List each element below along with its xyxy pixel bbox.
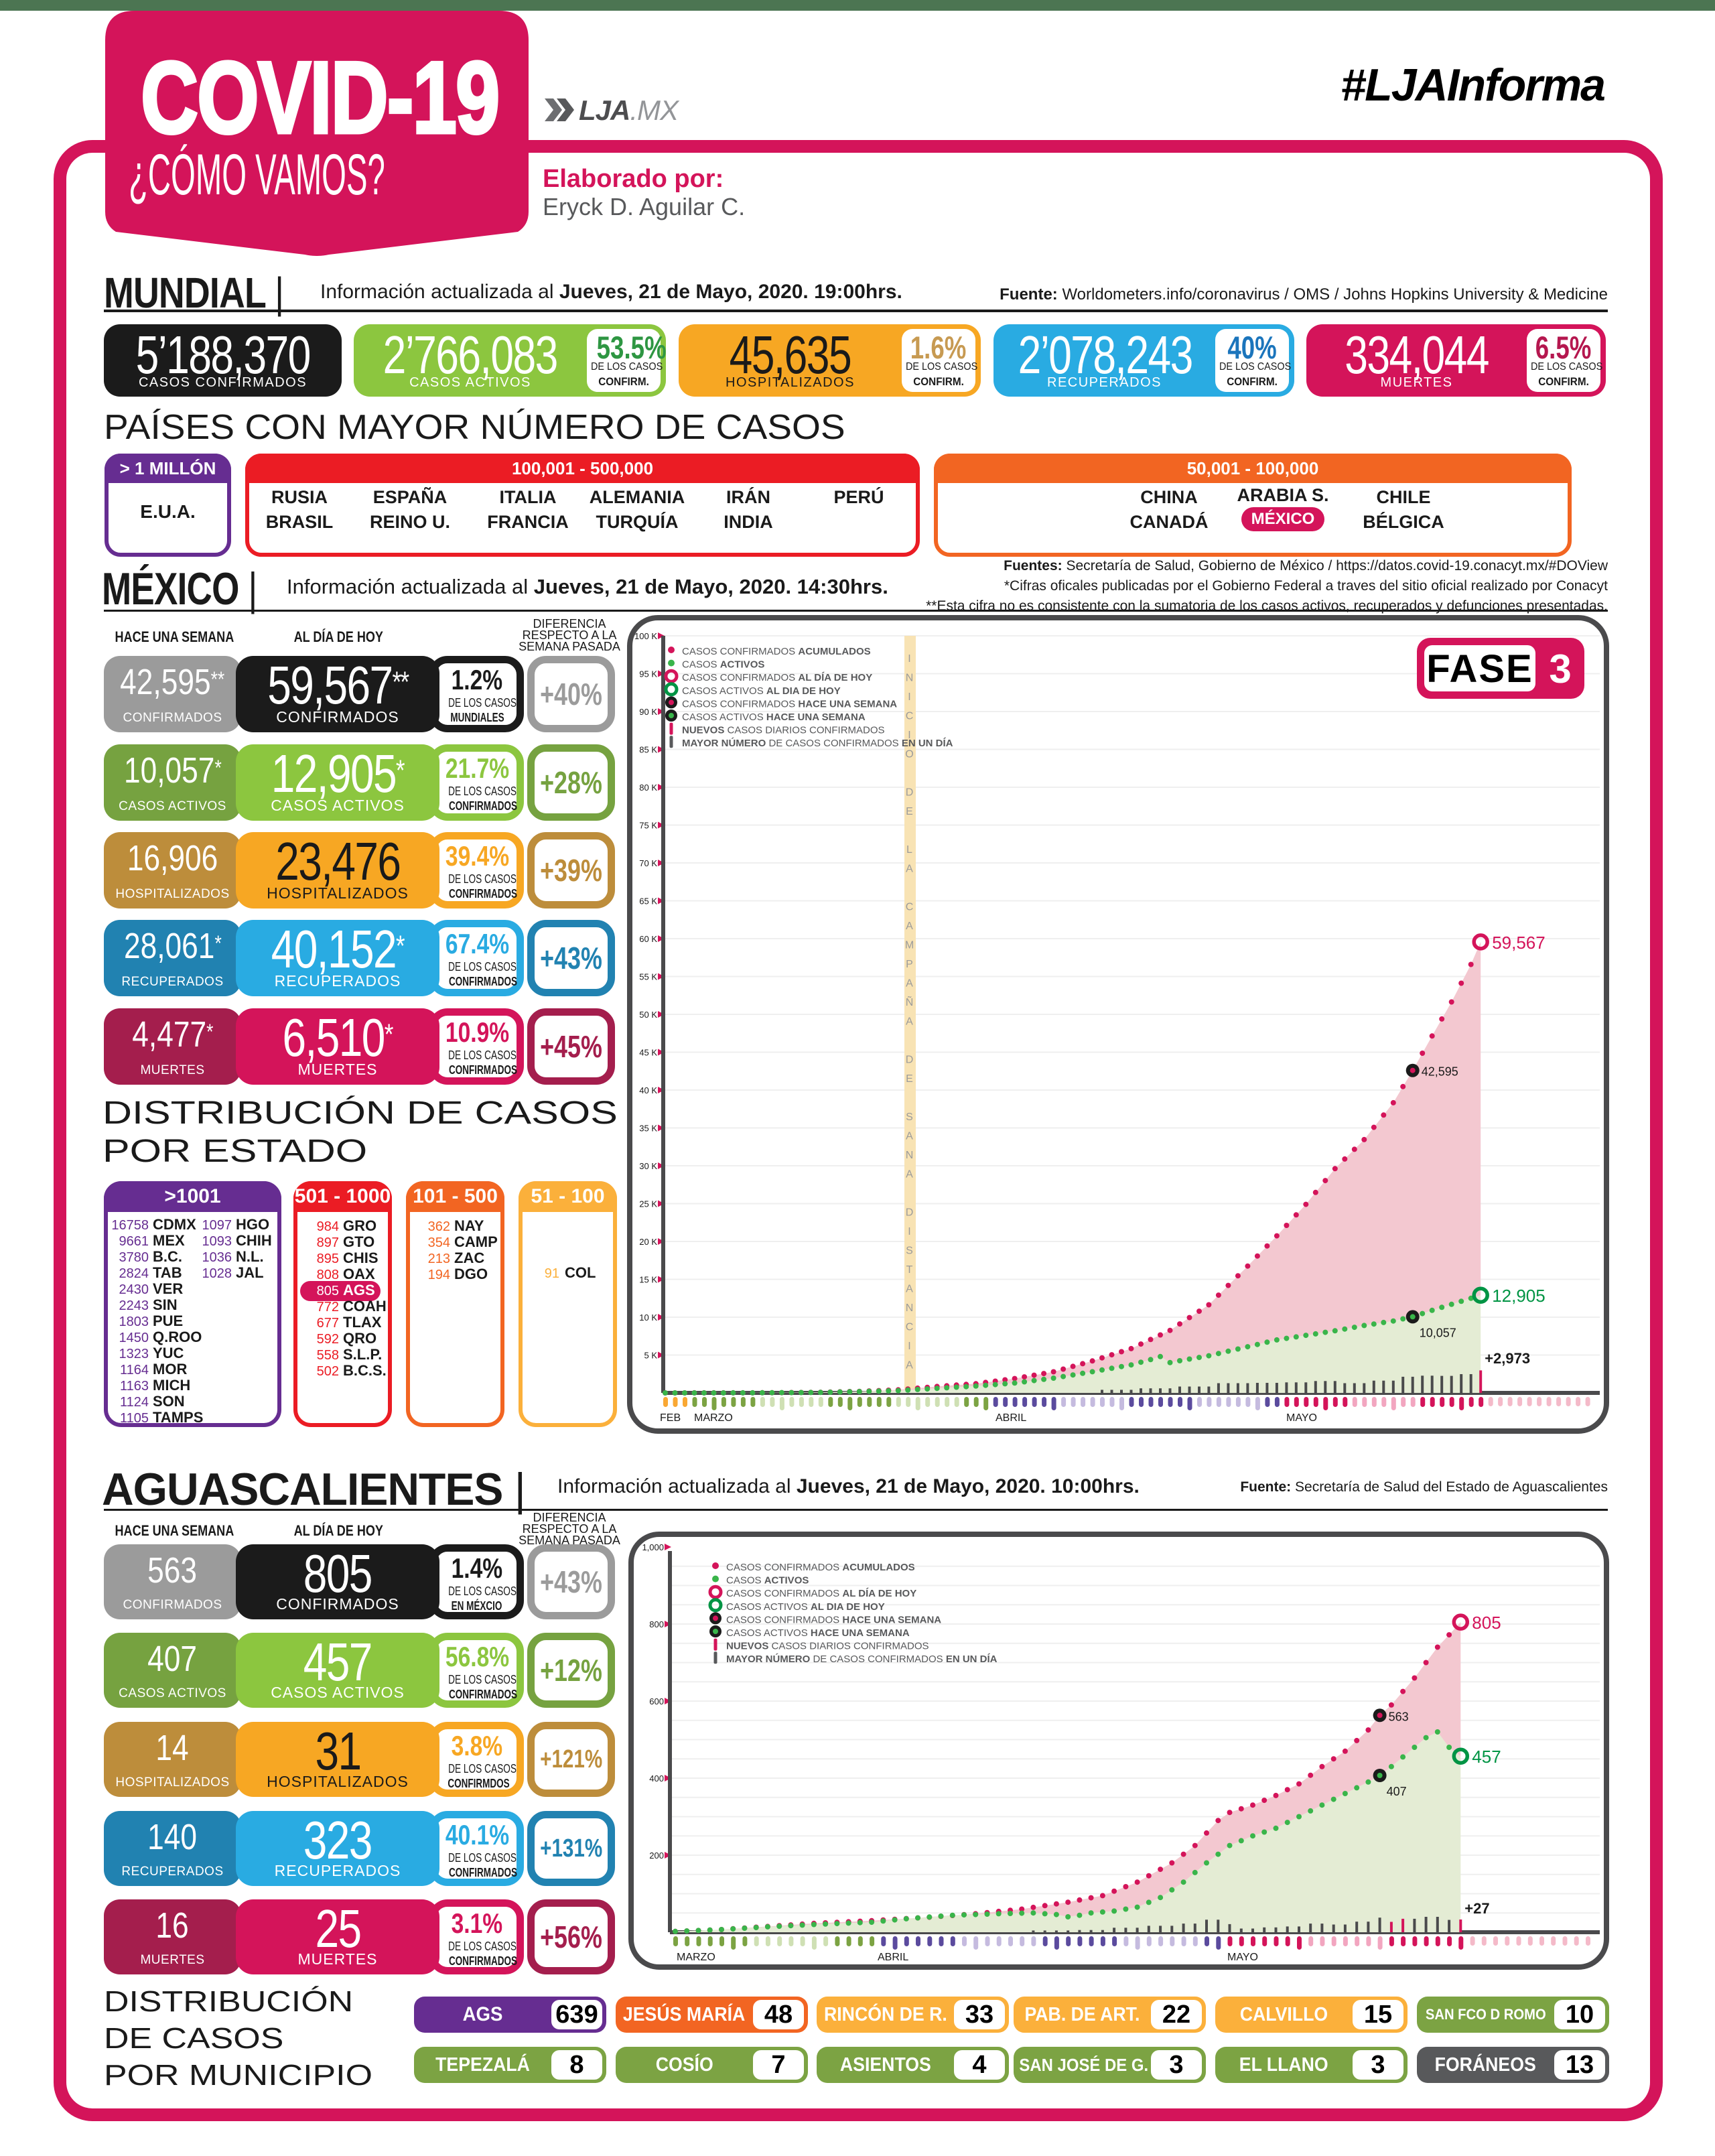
svg-text:55 K: 55 K [639, 972, 657, 982]
svg-text:25 K: 25 K [639, 1199, 657, 1209]
svg-text:40 K: 40 K [639, 1085, 657, 1095]
svg-text:CASOS CONFIRMADOS AL DÍA DE HO: CASOS CONFIRMADOS AL DÍA DE HOY [726, 1588, 916, 1599]
svg-text:563: 563 [1389, 1710, 1409, 1723]
svg-text:CASOS CONFIRMADOS HACE UNA SEM: CASOS CONFIRMADOS HACE UNA SEMANA [726, 1614, 941, 1625]
svg-text:+27: +27 [1464, 1900, 1489, 1917]
svg-text:CASOS CONFIRMADOS ACUMULADOS: CASOS CONFIRMADOS ACUMULADOS [726, 1562, 915, 1573]
svg-text:60 K: 60 K [639, 934, 657, 944]
svg-text:CASOS CONFIRMADOS HACE UNA SEM: CASOS CONFIRMADOS HACE UNA SEMANA [682, 698, 897, 710]
svg-text:800: 800 [649, 1619, 664, 1629]
svg-text:407: 407 [1387, 1785, 1407, 1798]
svg-text:15 K: 15 K [639, 1275, 657, 1285]
svg-text:MARZO: MARZO [694, 1412, 733, 1424]
svg-text:59,567: 59,567 [1492, 933, 1546, 953]
svg-text:CASOS CONFIRMADOS ACUMULADOS: CASOS CONFIRMADOS ACUMULADOS [682, 646, 871, 657]
svg-text:45 K: 45 K [639, 1048, 657, 1058]
svg-text:35 K: 35 K [639, 1124, 657, 1134]
svg-text:30 K: 30 K [639, 1161, 657, 1171]
svg-text:NUEVOS CASOS DIARIOS CONFIRMAD: NUEVOS CASOS DIARIOS CONFIRMADOS [726, 1641, 929, 1652]
svg-text:1,000: 1,000 [642, 1542, 664, 1552]
svg-text:50 K: 50 K [639, 1010, 657, 1020]
svg-text:90 K: 90 K [639, 707, 657, 717]
svg-text:CASOS ACTIVOS HACE UNA SEMANA: CASOS ACTIVOS HACE UNA SEMANA [682, 712, 866, 723]
svg-text:MAYOR NÚMERO DE CASOS CONFIRMA: MAYOR NÚMERO DE CASOS CONFIRMADOS EN UN … [682, 737, 953, 749]
svg-text:75 K: 75 K [639, 821, 657, 831]
svg-text:805: 805 [1472, 1613, 1501, 1633]
svg-text:MAYO: MAYO [1286, 1412, 1317, 1424]
svg-text:MAYOR NÚMERO DE CASOS CONFIRMA: MAYOR NÚMERO DE CASOS CONFIRMADOS EN UN … [726, 1653, 998, 1665]
svg-text:100 K: 100 K [634, 631, 657, 641]
svg-text:CASOS ACTIVOS HACE UNA SEMANA: CASOS ACTIVOS HACE UNA SEMANA [726, 1627, 910, 1639]
svg-text:95 K: 95 K [639, 669, 657, 679]
svg-text:80 K: 80 K [639, 783, 657, 793]
svg-text:MAYO: MAYO [1227, 1952, 1258, 1963]
svg-text:CASOS ACTIVOS: CASOS ACTIVOS [682, 659, 764, 671]
svg-text:65 K: 65 K [639, 896, 657, 906]
svg-text:20 K: 20 K [639, 1237, 657, 1247]
svg-text:10 K: 10 K [639, 1312, 657, 1323]
svg-text:600: 600 [649, 1696, 664, 1706]
svg-text:CASOS CONFIRMADOS AL DÍA DE HO: CASOS CONFIRMADOS AL DÍA DE HOY [682, 672, 872, 683]
svg-text:ABRIL: ABRIL [878, 1952, 908, 1963]
svg-text:MARZO: MARZO [677, 1952, 715, 1963]
svg-text:CASOS ACTIVOS AL DIA DE HOY: CASOS ACTIVOS AL DIA DE HOY [682, 685, 841, 697]
svg-text:CASOS ACTIVOS: CASOS ACTIVOS [726, 1575, 809, 1587]
svg-text:457: 457 [1472, 1747, 1501, 1767]
svg-text:3: 3 [1549, 647, 1571, 691]
svg-text:70 K: 70 K [639, 858, 657, 868]
svg-text:5 K: 5 K [644, 1351, 657, 1361]
svg-text:FASE: FASE [1426, 647, 1533, 691]
svg-text:10,057: 10,057 [1420, 1326, 1456, 1339]
svg-text:FEB: FEB [660, 1412, 681, 1424]
svg-text:400: 400 [649, 1773, 664, 1783]
svg-text:42,595: 42,595 [1422, 1065, 1458, 1079]
svg-text:200: 200 [649, 1850, 664, 1861]
svg-text:NUEVOS CASOS DIARIOS CONFIRMAD: NUEVOS CASOS DIARIOS CONFIRMADOS [682, 725, 885, 736]
svg-text:CASOS ACTIVOS AL DIA DE HOY: CASOS ACTIVOS AL DIA DE HOY [726, 1601, 885, 1613]
svg-text:ABRIL: ABRIL [996, 1412, 1026, 1424]
svg-text:12,905: 12,905 [1492, 1286, 1546, 1306]
svg-text:+2,973: +2,973 [1485, 1350, 1530, 1367]
svg-text:85 K: 85 K [639, 745, 657, 755]
